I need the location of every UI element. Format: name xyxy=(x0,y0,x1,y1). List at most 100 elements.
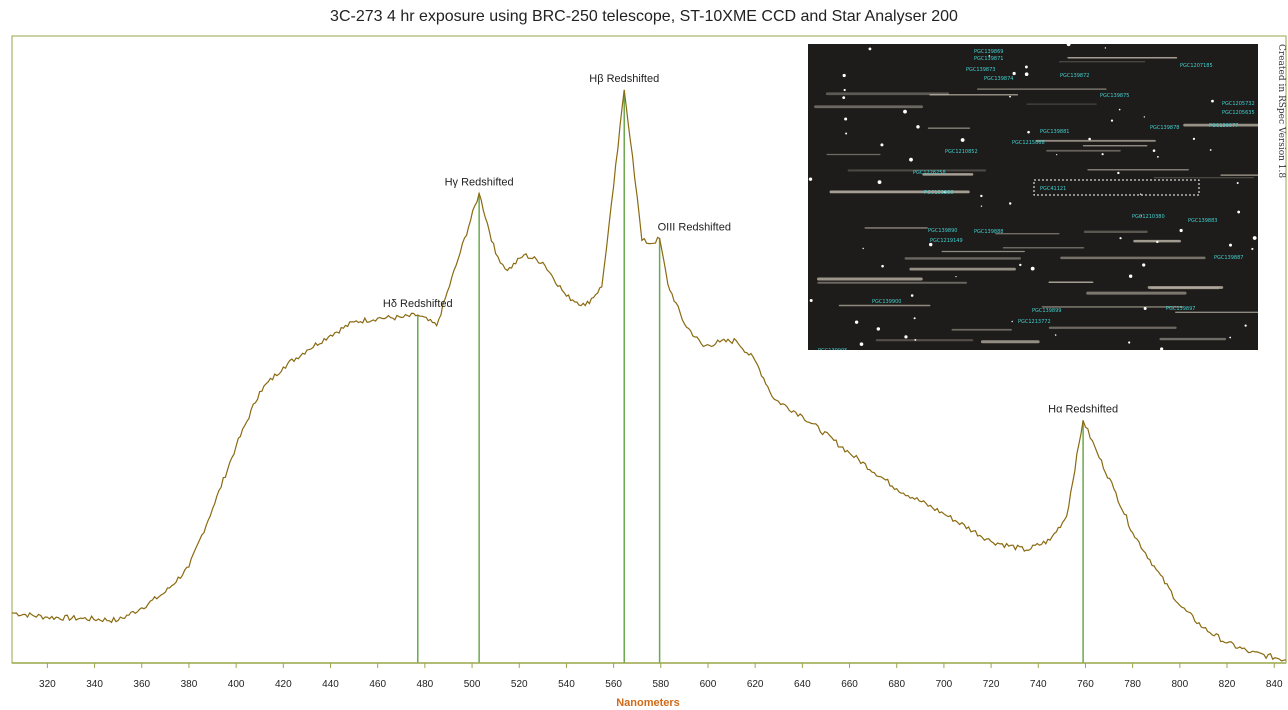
star xyxy=(988,55,991,57)
star xyxy=(1024,65,1028,69)
galaxy-label: PGC41121 xyxy=(1040,186,1066,192)
star xyxy=(1143,116,1146,118)
galaxy-label: PGC139881 xyxy=(1040,129,1069,135)
star xyxy=(980,194,983,198)
galaxy-label: PGC139875 xyxy=(1100,93,1129,99)
x-tick-label: 760 xyxy=(1077,679,1094,690)
chart-title: 3C-273 4 hr exposure using BRC-250 teles… xyxy=(330,8,958,25)
galaxy-label: PGC139899 xyxy=(1032,308,1061,314)
star xyxy=(1030,266,1035,271)
star xyxy=(913,317,916,320)
star xyxy=(929,242,933,247)
star xyxy=(842,73,846,78)
annotation-labels: Hδ Redshifted Hγ Redshifted Hβ Redshifted O… xyxy=(383,73,1118,415)
galaxy-label: PGC1215868 xyxy=(1012,140,1045,146)
x-tick-label: 480 xyxy=(417,679,434,690)
star xyxy=(1117,171,1120,175)
star xyxy=(808,177,813,181)
spectrum-series-line xyxy=(11,89,1287,662)
x-tick-label: 560 xyxy=(605,679,622,690)
star xyxy=(1128,274,1133,278)
x-tick-label: 820 xyxy=(1219,679,1236,690)
star xyxy=(862,247,864,250)
x-axis-label: Nanometers xyxy=(616,697,680,709)
galaxy-label: PGC139874 xyxy=(984,76,1013,82)
galaxy-label: PGC1226258 xyxy=(913,170,946,176)
star xyxy=(845,132,848,135)
software-credit: Created in RSpec Version 1.8 xyxy=(1276,44,1286,179)
star xyxy=(1244,324,1247,327)
galaxy-label: PGC1210380 xyxy=(1132,214,1165,220)
star xyxy=(1066,44,1071,47)
star xyxy=(1157,155,1159,158)
x-tick-label: 600 xyxy=(700,679,717,690)
galaxy-label: PGC139900 xyxy=(872,299,901,305)
x-tick-label: 320 xyxy=(39,679,56,690)
galaxy-label: PGC1210852 xyxy=(945,149,978,155)
star xyxy=(1024,72,1029,76)
star xyxy=(955,276,957,278)
star xyxy=(1209,149,1212,151)
annotation-label-3: OIII Redshifted xyxy=(658,222,731,234)
star xyxy=(880,143,884,147)
star xyxy=(1228,243,1232,247)
x-tick-label: 740 xyxy=(1030,679,1047,690)
star xyxy=(910,294,914,297)
x-tick-label: 380 xyxy=(181,679,198,690)
star xyxy=(1156,240,1159,244)
x-tick-label: 400 xyxy=(228,679,245,690)
x-tick-label: 580 xyxy=(652,679,669,690)
star xyxy=(1128,341,1131,344)
galaxy-label: PGC139883 xyxy=(1188,218,1217,224)
x-tick-label: 780 xyxy=(1124,679,1141,690)
star xyxy=(909,157,913,162)
x-tick-label: 340 xyxy=(86,679,103,690)
x-tick-label: 720 xyxy=(983,679,1000,690)
star xyxy=(1236,182,1239,185)
x-tick-label: 440 xyxy=(322,679,339,690)
star xyxy=(1143,306,1147,310)
galaxy-label: PGC139886 xyxy=(924,190,953,196)
star xyxy=(859,342,864,346)
annotation-label-4: Hα Redshifted xyxy=(1048,403,1118,415)
star xyxy=(1110,119,1114,122)
star xyxy=(1160,347,1164,350)
star xyxy=(1027,130,1030,134)
star xyxy=(1012,71,1016,76)
star xyxy=(1101,153,1104,156)
star xyxy=(843,88,846,92)
galaxy-label: PGC1205635 xyxy=(1222,110,1255,116)
x-tick-label: 620 xyxy=(747,679,764,690)
x-tick-label: 500 xyxy=(464,679,481,690)
star xyxy=(1211,99,1214,103)
star xyxy=(1152,149,1156,152)
star xyxy=(904,335,908,339)
star xyxy=(960,138,965,142)
star xyxy=(1009,202,1012,205)
star xyxy=(881,264,884,268)
star xyxy=(1104,47,1107,49)
star xyxy=(1011,320,1013,323)
galaxy-label: PGC139887 xyxy=(1214,255,1243,261)
star xyxy=(877,180,882,185)
star xyxy=(1229,336,1232,339)
star xyxy=(1054,334,1057,336)
star xyxy=(1251,247,1254,251)
star xyxy=(1119,237,1122,240)
galaxy-label: PGC1205732 xyxy=(1222,101,1255,107)
star xyxy=(914,339,917,341)
galaxy-label: PGC139897 xyxy=(1166,306,1195,312)
x-tick-label: 700 xyxy=(936,679,953,690)
x-tick-label: 520 xyxy=(511,679,528,690)
x-tick-label: 420 xyxy=(275,679,292,690)
annotation-label-0: Hδ Redshifted xyxy=(383,298,453,310)
star xyxy=(980,205,983,207)
x-tick-label: 840 xyxy=(1266,679,1283,690)
marker-lines xyxy=(417,89,1084,663)
x-tick-label: 540 xyxy=(558,679,575,690)
galaxy-label: PGC1213772 xyxy=(1018,319,1051,325)
galaxy-label: PGC139872 xyxy=(1060,73,1089,79)
x-tick-label: 360 xyxy=(133,679,150,690)
